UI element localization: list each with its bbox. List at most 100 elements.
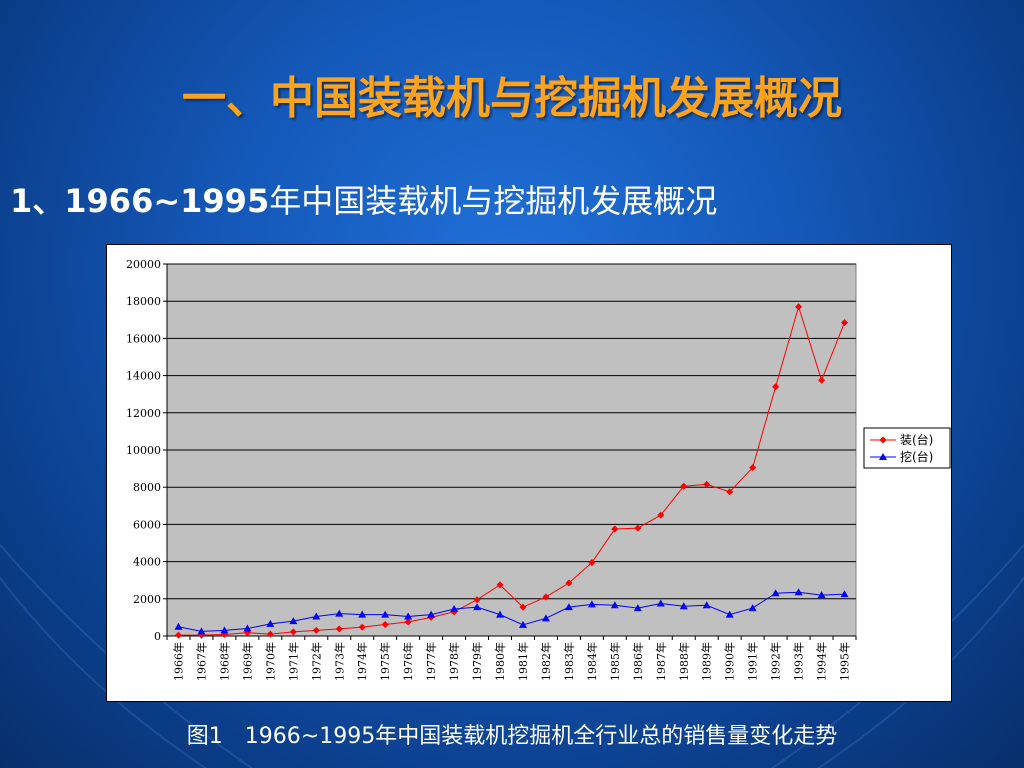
slide-title: 一、中国装载机与挖掘机发展概况 xyxy=(182,73,842,124)
y-tick-label: 4000 xyxy=(133,556,161,569)
x-tick-label: 1980年 xyxy=(493,642,507,681)
data-point-excavator xyxy=(450,605,459,613)
data-point-excavator xyxy=(427,610,436,618)
x-tick-label: 1985年 xyxy=(608,642,622,681)
x-tick-label: 1986年 xyxy=(631,642,645,681)
data-point-loader xyxy=(174,631,182,639)
y-tick-label: 14000 xyxy=(126,370,161,383)
data-point-excavator xyxy=(725,610,734,618)
data-point-excavator xyxy=(335,609,344,617)
x-tick-label: 1995年 xyxy=(838,642,852,681)
data-point-excavator xyxy=(840,590,849,598)
x-tick-label: 1981年 xyxy=(516,642,530,681)
data-point-excavator xyxy=(312,612,321,620)
data-point-loader xyxy=(680,482,688,490)
x-tick-label: 1975年 xyxy=(378,642,392,681)
x-tick-label: 1987年 xyxy=(654,642,668,681)
subtitle-text: 年中国装载机与挖掘机发展概况 xyxy=(269,182,718,220)
x-tick-label: 1991年 xyxy=(746,642,760,681)
data-point-loader xyxy=(289,628,297,636)
x-tick-label: 1993年 xyxy=(792,642,806,681)
x-tick-label: 1967年 xyxy=(194,642,208,681)
legend-marker-loader xyxy=(879,436,887,444)
data-point-excavator xyxy=(564,603,573,611)
data-point-excavator xyxy=(518,620,527,628)
data-point-excavator xyxy=(587,600,596,608)
data-point-excavator xyxy=(243,624,252,632)
x-tick-label: 1982年 xyxy=(539,642,553,681)
x-tick-label: 1979年 xyxy=(470,642,484,681)
data-point-loader xyxy=(404,618,412,626)
x-tick-label: 1970年 xyxy=(263,642,277,681)
y-tick-label: 2000 xyxy=(133,593,161,606)
data-point-excavator xyxy=(404,612,413,620)
data-point-loader xyxy=(496,581,504,589)
data-point-loader xyxy=(358,623,366,631)
data-point-loader xyxy=(726,488,734,496)
legend-box xyxy=(863,427,951,469)
data-point-excavator xyxy=(748,604,757,612)
data-point-loader xyxy=(243,629,251,637)
data-point-excavator xyxy=(610,601,619,609)
data-point-excavator xyxy=(679,602,688,610)
slide-subtitle: 1、1966~1995年中国装载机与挖掘机发展概况 xyxy=(10,176,717,222)
chart-frame: 0 2000 4000 6000 8000 10000 12000 14000 16000 180… xyxy=(106,244,952,702)
legend-marker-excavator xyxy=(879,453,887,460)
x-tick-label: 1992年 xyxy=(769,642,783,681)
data-point-loader xyxy=(220,631,228,639)
x-tick-label: 1984年 xyxy=(585,642,599,681)
data-point-loader xyxy=(634,524,642,532)
x-tick-label: 1966年 xyxy=(171,642,185,681)
data-point-excavator xyxy=(794,588,803,596)
data-point-loader xyxy=(795,303,803,311)
data-point-loader xyxy=(565,579,573,587)
data-point-loader xyxy=(335,625,343,633)
y-tick-label: 10000 xyxy=(126,444,161,457)
legend-label-loader: 装(台) xyxy=(900,432,933,447)
x-tick-label: 1972年 xyxy=(309,642,323,681)
data-point-excavator xyxy=(197,627,206,635)
series-line-excavator xyxy=(178,591,845,632)
x-tick-label: 1969年 xyxy=(240,642,254,681)
line-chart: 0 2000 4000 6000 8000 10000 12000 14000 16000 180… xyxy=(126,258,951,681)
data-point-excavator xyxy=(289,617,298,625)
x-tick-label: 1989年 xyxy=(700,642,714,681)
x-tick-label: 1974年 xyxy=(355,642,369,681)
y-tick-label: 16000 xyxy=(126,332,161,345)
subtitle-number: 1、1966~1995 xyxy=(10,182,270,220)
data-point-loader xyxy=(519,603,527,611)
y-tick-label: 12000 xyxy=(126,407,161,420)
x-tick-label: 1988年 xyxy=(677,642,691,681)
data-point-loader xyxy=(772,383,780,391)
data-point-excavator xyxy=(174,622,183,630)
data-point-excavator xyxy=(496,610,505,618)
y-tick-label: 20000 xyxy=(126,258,161,271)
data-point-excavator xyxy=(771,589,780,597)
data-point-excavator xyxy=(473,603,482,611)
x-tick-label: 1977年 xyxy=(424,642,438,681)
y-tick-label: 6000 xyxy=(133,518,161,531)
data-point-loader xyxy=(703,480,711,488)
data-point-loader xyxy=(588,559,596,567)
y-tick-label: 18000 xyxy=(126,295,161,308)
data-point-loader xyxy=(611,525,619,533)
data-point-excavator xyxy=(541,614,550,622)
data-point-excavator xyxy=(381,610,390,618)
data-point-loader xyxy=(818,376,826,384)
x-tick-label: 1973年 xyxy=(332,642,346,681)
x-tick-label: 1994年 xyxy=(815,642,829,681)
figure-caption: 图1 1966~1995年中国装载机挖掘机全行业总的销售量变化走势 xyxy=(186,724,838,749)
data-point-loader xyxy=(841,319,849,327)
x-tick-label: 1976年 xyxy=(401,642,415,681)
data-point-excavator xyxy=(656,599,665,607)
x-tick-label: 1990年 xyxy=(723,642,737,681)
series-line-loader xyxy=(178,305,845,636)
data-point-excavator xyxy=(633,604,642,612)
data-point-excavator xyxy=(220,626,229,634)
data-point-excavator xyxy=(266,619,275,627)
x-tick-label: 1971年 xyxy=(286,642,300,681)
data-point-excavator xyxy=(702,601,711,609)
data-point-loader xyxy=(312,626,320,634)
data-point-excavator xyxy=(817,591,826,599)
data-point-loader xyxy=(266,630,274,638)
